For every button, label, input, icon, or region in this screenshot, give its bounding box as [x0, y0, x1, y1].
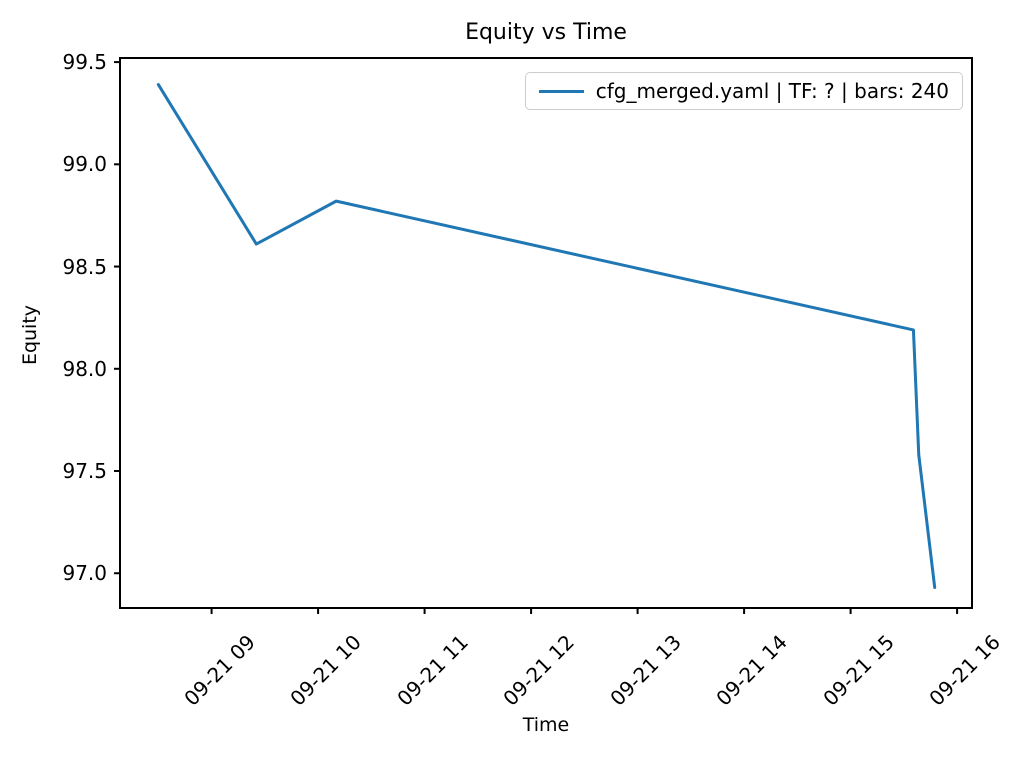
y-tick-label: 99.5	[62, 50, 107, 75]
legend-label: cfg_merged.yaml | TF: ? | bars: 240	[595, 79, 949, 103]
chart-title: Equity vs Time	[465, 20, 627, 45]
y-tick-label: 99.0	[62, 152, 107, 177]
legend: cfg_merged.yaml | TF: ? | bars: 240	[524, 72, 963, 110]
y-tick-label: 98.0	[62, 356, 107, 381]
y-tick-label: 97.5	[62, 459, 107, 483]
y-tick-label: 98.5	[62, 254, 107, 279]
x-axis-label: Time	[522, 714, 570, 736]
equity-line	[156, 83, 937, 590]
axes-frame	[119, 57, 973, 609]
y-tick-label: 97.0	[62, 561, 107, 586]
legend-line-sample	[538, 89, 584, 93]
